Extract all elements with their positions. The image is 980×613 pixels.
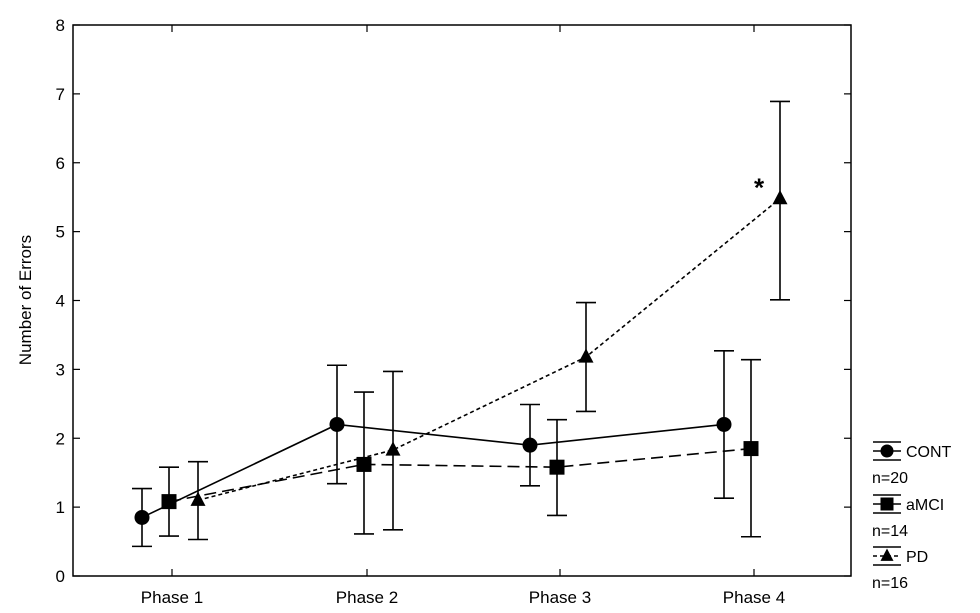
legend-n-PD: n=16 [872,575,908,592]
series-line-aMCI [168,447,752,503]
data-point-CONT [716,416,732,432]
series-lines [141,197,781,519]
data-point-aMCI [549,459,565,475]
significance-asterisk: * [754,172,765,202]
error-bars [132,100,790,548]
data-point-aMCI [743,441,759,457]
legend-n-aMCI: n=14 [872,523,908,540]
data-point-aMCI [356,456,372,472]
series-line-PD [197,197,781,502]
plot-frame [72,24,852,577]
y-tick-label: 4 [56,292,65,311]
legend-marker-aMCI [880,497,894,511]
data-point-aMCI [161,494,177,510]
legend-label-CONT: CONT [906,444,952,461]
data-point-PD [772,189,788,205]
legend-label-aMCI: aMCI [906,497,944,514]
y-axis-label: Number of Errors [16,235,35,365]
data-point-CONT [522,437,538,453]
legend-label-PD: PD [906,549,928,566]
data-markers [134,189,788,525]
data-point-PD [578,348,594,363]
y-tick-label: 8 [56,16,65,35]
legend-n-CONT: n=20 [872,470,908,487]
data-point-CONT [134,509,150,525]
y-tick-label: 0 [56,567,65,586]
x-tick-label: Phase 1 [141,588,203,607]
legend-marker-CONT [880,444,894,458]
data-point-PD [385,441,401,456]
x-axis: Phase 1 Phase 2 Phase 3 Phase 4 [141,25,785,607]
legend-marker-PD [880,548,894,561]
data-point-CONT [329,416,345,432]
y-tick-label: 5 [56,223,65,242]
series-line-CONT [141,423,725,519]
annotations: * [754,172,765,202]
legend: CONT n=20 aMCI n=14 PD n=16 [872,441,952,592]
x-tick-label: Phase 4 [723,588,785,607]
data-point-PD [190,491,206,506]
x-tick-label: Phase 2 [336,588,398,607]
y-axis: 0 1 2 3 4 5 6 7 8 [56,16,851,586]
x-tick-label: Phase 3 [529,588,591,607]
y-tick-label: 2 [56,429,65,448]
y-tick-label: 6 [56,154,65,173]
y-tick-label: 7 [56,85,65,104]
y-tick-label: 1 [56,498,65,517]
y-tick-label: 3 [56,360,65,379]
